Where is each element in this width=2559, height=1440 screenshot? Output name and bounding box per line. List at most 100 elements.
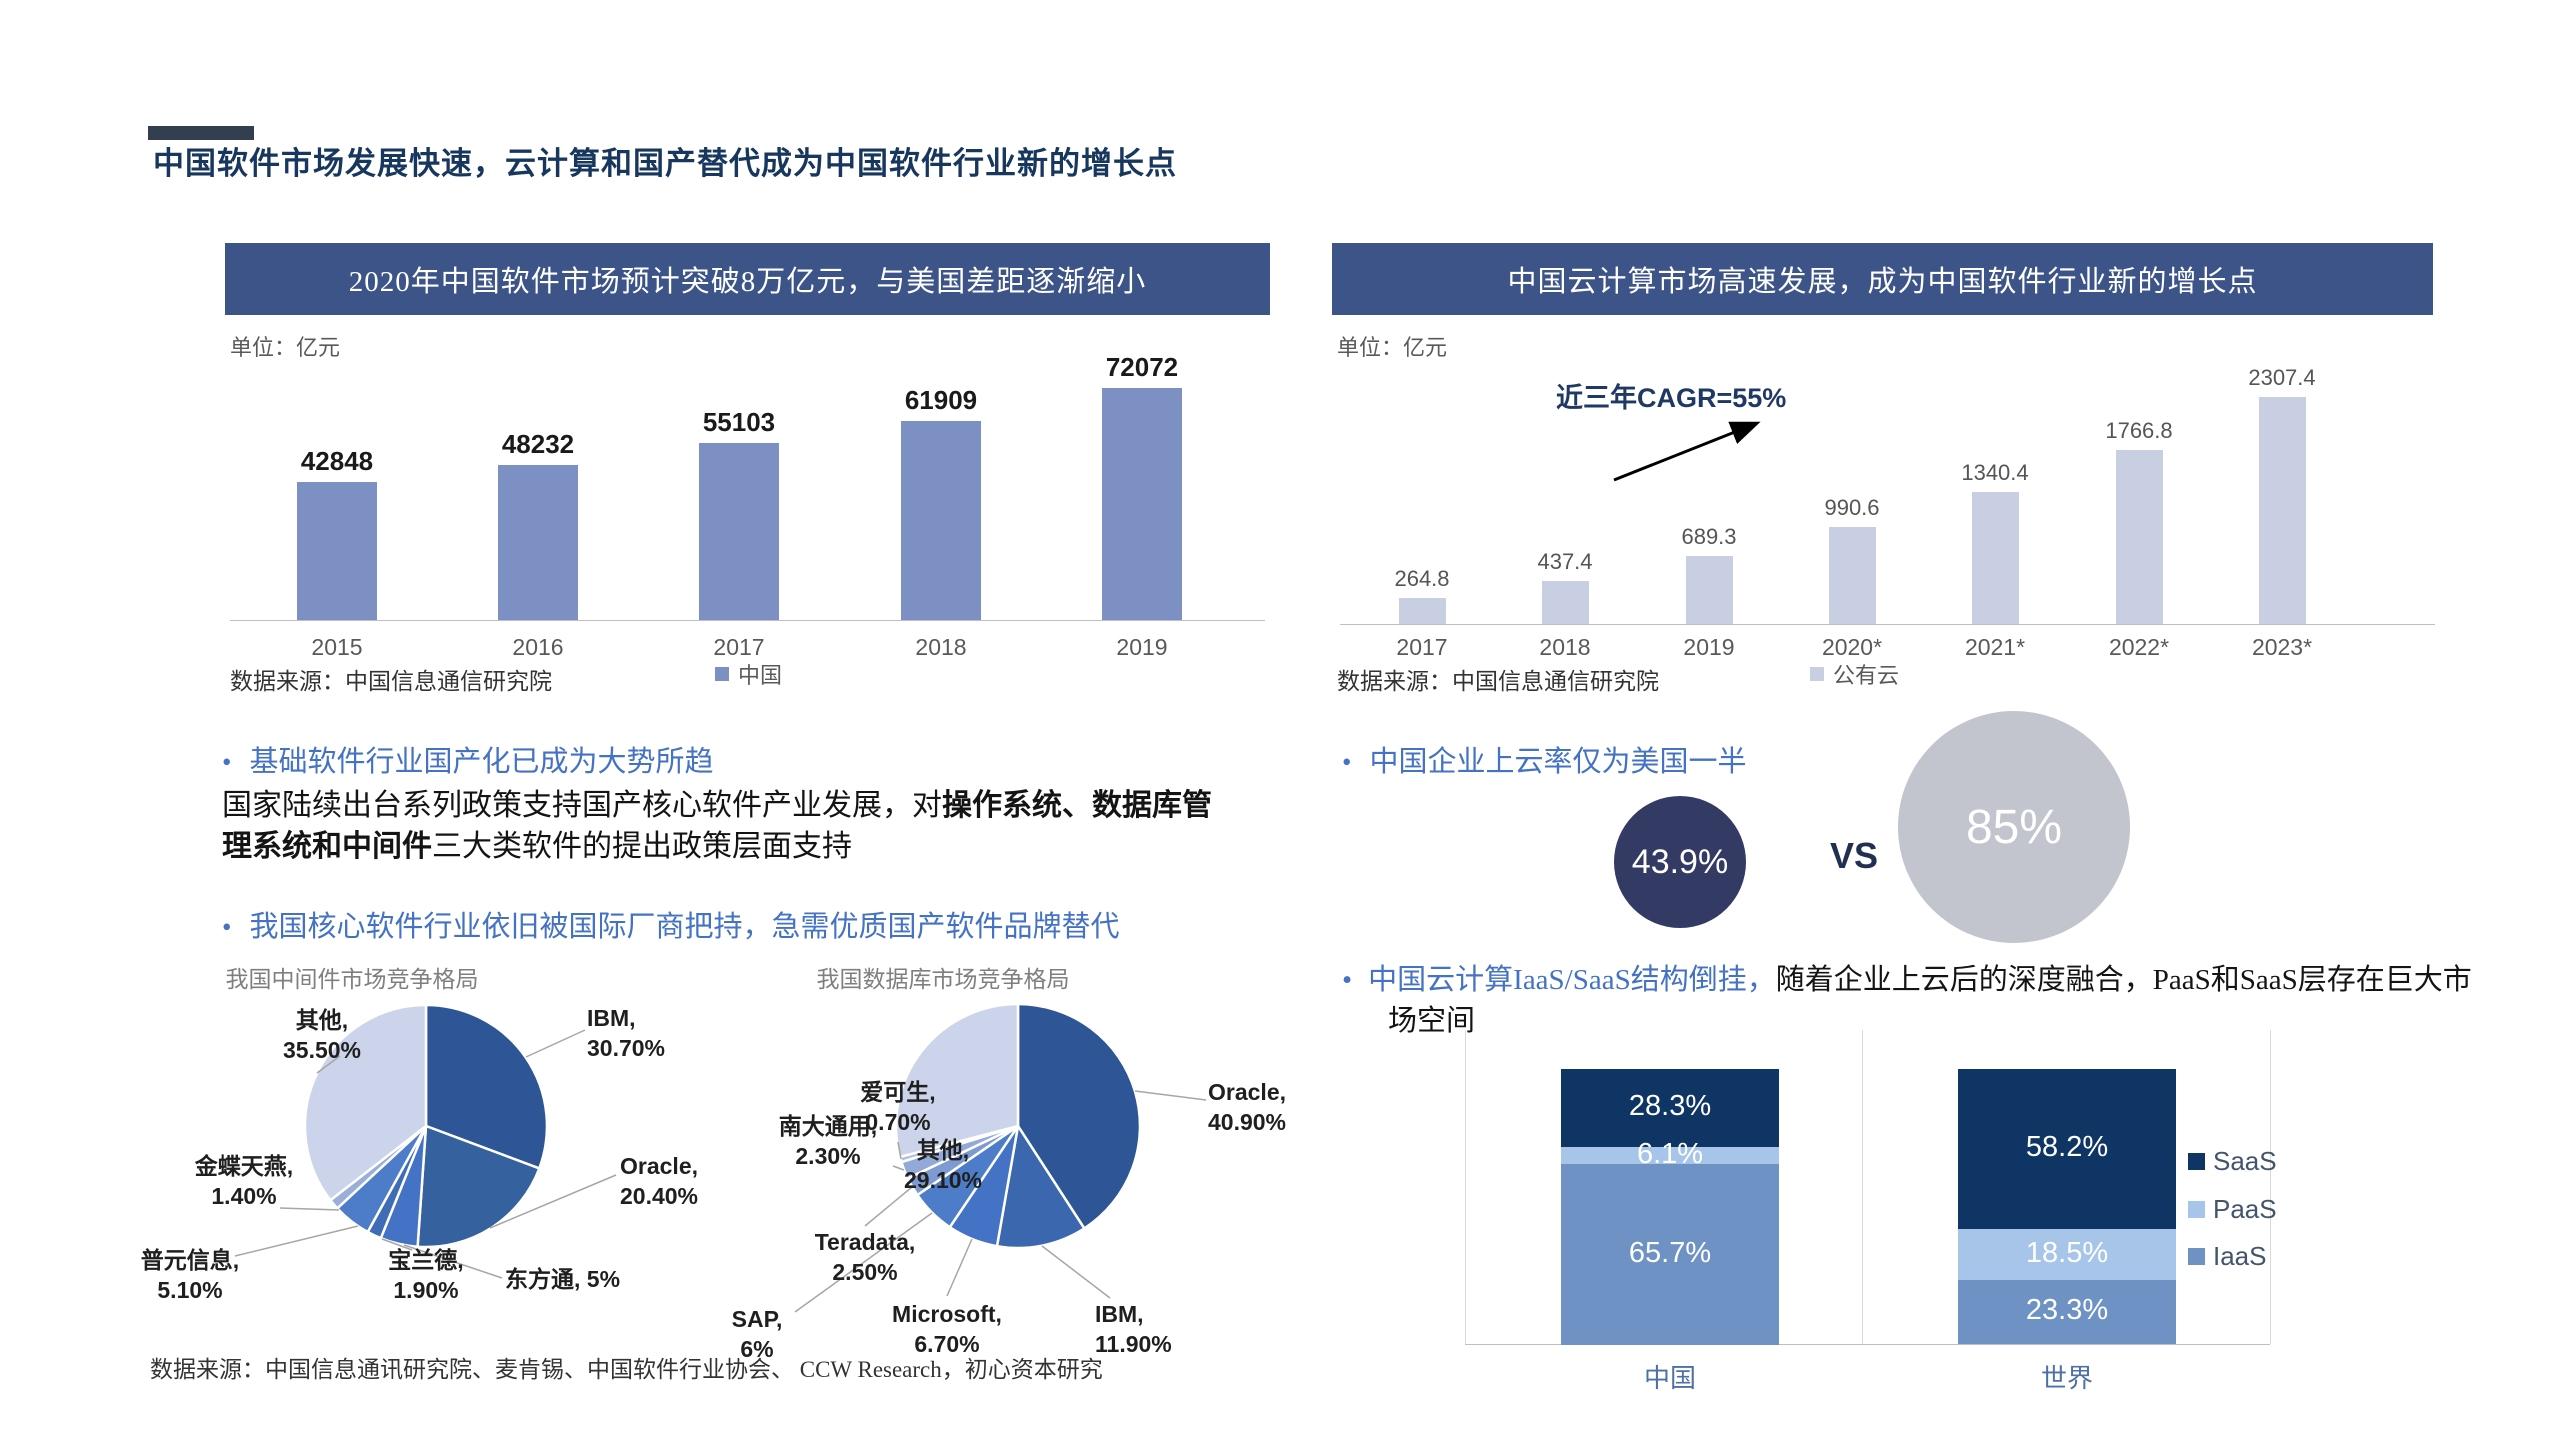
bar-x-label: 2015 [311,634,363,660]
stack-value-label: 23.3% [2025,1294,2109,1326]
bar-x-label: 2017 [1396,634,1448,660]
bar-value-label: 72072 [1105,352,1179,382]
pie-label-value: 2.30% [795,1142,861,1169]
bar-value-label: 264.8 [1394,566,1450,591]
bullet-domestic-software: • 基础软件行业国产化已成为大势所趋 [222,746,714,778]
pie-leader-line [279,1207,340,1211]
pie-label-其他: 其他, 29.10% [904,1136,982,1196]
bullet-dot-icon: • [222,912,232,942]
pie-leader-line [489,1174,617,1229]
pie-label-name: 其他, [295,1007,349,1033]
china-software-bar-chart: 中国 42848 2015 48232 2016 55103 2017 61909 2018 7… [225,350,1270,690]
pie-label-name: Microsoft, [892,1301,1002,1327]
pie-label-name: 南大通用, [778,1113,878,1139]
bar-value-label: 1766.8 [2105,418,2173,443]
legend-label: 公有云 [1833,663,1900,688]
pie-label-value: 2.50% [832,1258,898,1285]
pie-title: 我国中间件市场竞争格局 [225,967,479,992]
legend-swatch [2188,1248,2205,1265]
bar-2020* [1828,527,1876,624]
bar-2019 [1685,556,1733,624]
pie-label-value: 6% [740,1335,774,1362]
pie-label-name: 金蝶天燕, [194,1153,294,1179]
pie-label-name: 其他, [916,1137,970,1163]
china-cloud-bar-chart: 近三年CAGR=55% 公有云 264.8 2017 437.4 2018 689.3 2… [1335,350,2440,690]
bar-2016 [498,465,578,620]
pie-label-name: Oracle, [1208,1079,1286,1105]
title-accent-bar [148,126,254,140]
bar-x-label: 2018 [1539,634,1591,660]
bar-2018 [901,421,981,620]
stack-value-label: 65.7% [1628,1236,1712,1269]
page-title: 中国软件市场发展快速，云计算和国产替代成为中国软件行业新的增长点 [153,146,1177,181]
bar-2023* [2258,397,2306,624]
bullet-dot-icon: • [1342,964,1353,996]
legend-china: 中国 [715,658,782,690]
pie-leader-line [525,1029,586,1058]
bar-value-label: 2307.4 [2248,365,2316,390]
x-axis-line [1465,1344,2270,1345]
stack-segment-SaaS-中国 [1561,1069,1779,1147]
bar-x-label: 2017 [713,634,765,660]
pie-label-SAP: SAP, 6% [732,1305,783,1365]
left-chart-banner: 2020年中国软件市场预计突破8万亿元，与美国差距逐渐缩小 [225,243,1270,315]
pie-svg [234,1003,617,1279]
pie-label-name: SAP, [731,1306,783,1332]
bullet-iaas-saas: • 中国云计算IaaS/SaaS结构倒挂，随着企业上云后的深度融合，PaaS和Sa… [1342,964,2472,1038]
right-chart-source: 数据来源：中国信息通信研究院 [1337,669,1659,694]
gridline [1862,1030,1863,1344]
gridline [2270,1030,2271,1344]
pie-label-value: 1.40% [211,1182,277,1209]
pie-label-name: Teradata, [814,1229,916,1255]
pie-label-value: 6.70% [914,1330,980,1357]
pie-label-name: IBM, [587,1005,636,1031]
bullet-dot-icon: • [222,747,232,777]
pie-leader-line [316,1055,341,1074]
pie-svg [794,1002,1207,1313]
bar-value-label: 437.4 [1537,549,1593,574]
stack-value-label: 58.2% [2025,1131,2109,1163]
bar-2022* [2115,450,2163,624]
bar-2021* [1971,492,2019,624]
stack-value-label: 18.5% [2025,1236,2109,1269]
bar-value-label: 55103 [702,407,776,437]
x-axis-line [230,620,1265,621]
stack-x-label: 中国 [1643,1364,1696,1393]
pie-leader-line [381,1238,413,1251]
pie-slice-IBM [424,1003,549,1171]
gridline [1465,1030,1466,1344]
bar-x-label: 2022* [2108,634,2170,660]
bar-x-label: 2020* [1821,634,1883,660]
pie-label-value: 35.50% [282,1036,362,1063]
pie-leader-line [864,1186,913,1227]
pie-label-value: 1.90% [393,1276,459,1303]
legend-swatch [2188,1201,2205,1218]
stack-segment-PaaS-中国 [1561,1147,1779,1164]
pie-label-Oracle: Oracle, 20.40% [620,1152,698,1212]
legend-swatch [2188,1153,2205,1170]
pie-label-name: Oracle, [620,1153,698,1179]
pie-leader-line [946,1238,973,1297]
x-axis-line [1340,624,2435,625]
pie-label-宝兰德: 宝兰德, 1.90% [388,1246,463,1306]
bar-x-label: 2023* [2251,634,2313,660]
pie-label-value: 5.10% [157,1276,223,1303]
us-cloud-rate-circle: 85% [1898,711,2130,943]
pie-slice-其他 [894,1002,1020,1159]
pie-label-name: 普元信息, [140,1247,240,1273]
legend-iaas: IaaS [2188,1241,2267,1272]
pie-label-东方通: 东方通, 5% [505,1266,621,1292]
pie-label-Microsoft: Microsoft, 6.70% [892,1300,1002,1360]
pie-label-南大通用: 南大通用, 2.30% [779,1112,877,1172]
bullet-dot-icon: • [1342,747,1352,777]
china-cloud-rate-circle: 43.9% [1614,796,1746,928]
bullet-cloud-adoption: • 中国企业上云率仅为美国一半 [1342,746,1747,778]
legend-saas: SaaS [2188,1146,2277,1177]
pie-title: 我国数据库市场竞争格局 [816,967,1070,992]
pie-label-Teradata: Teradata, 2.50% [815,1228,916,1288]
bar-x-label: 2019 [1116,634,1168,660]
pie-label-value: 20.40% [620,1182,699,1209]
bar-x-label: 2018 [915,634,967,660]
pie-slice-IBM [995,1122,1087,1250]
